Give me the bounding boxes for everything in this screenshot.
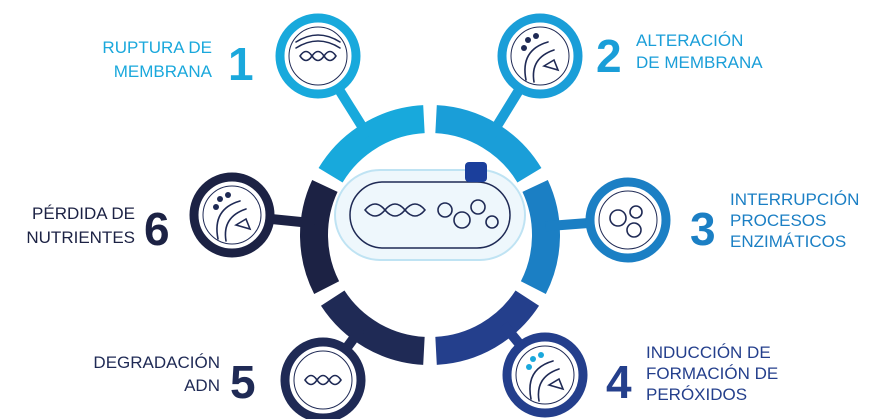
step-6: PÉRDIDA DE NUTRIENTES 6 — [26, 203, 169, 255]
step-number: 5 — [230, 356, 256, 408]
dot — [217, 196, 223, 202]
membrane — [295, 34, 341, 49]
label: MEMBRANA — [114, 62, 213, 81]
step-3: 3 INTERRUPCIÓN PROCESOS ENZIMÁTICOS — [690, 190, 859, 255]
dna — [304, 374, 342, 386]
nodes — [189, 13, 671, 419]
label: DE MEMBRANA — [636, 53, 763, 72]
ring-segment — [520, 180, 560, 295]
dna — [299, 50, 337, 62]
dot — [538, 352, 544, 358]
node-inner — [598, 190, 658, 250]
label: PROCESOS — [730, 211, 826, 230]
step-number: 2 — [596, 30, 622, 82]
label: INDUCCIÓN DE — [646, 343, 771, 362]
vesicle — [626, 222, 642, 238]
label: FORMACIÓN DE — [646, 364, 778, 383]
fragment — [542, 58, 560, 72]
label: INTERRUPCIÓN — [730, 190, 859, 209]
node-inner — [515, 345, 575, 405]
icon — [609, 205, 643, 238]
vesicle — [453, 211, 471, 229]
dot — [525, 37, 531, 43]
icon — [213, 192, 252, 242]
dot — [213, 204, 219, 210]
vesicle — [629, 205, 643, 219]
vesicle — [485, 215, 499, 229]
dot — [225, 192, 231, 198]
dot — [526, 364, 532, 370]
label: RUPTURA DE — [102, 38, 212, 57]
label: PÉRDIDA DE — [32, 204, 135, 223]
ring-segment — [318, 105, 426, 183]
ring-segment — [434, 105, 542, 183]
label: ALTERACIÓN — [636, 31, 743, 50]
dna — [364, 203, 426, 217]
node-inner — [288, 26, 348, 86]
dot — [530, 356, 536, 362]
node-inner — [510, 26, 570, 86]
vesicle — [470, 199, 486, 215]
membrane — [524, 41, 555, 83]
membrane — [529, 360, 560, 402]
ring-segment — [320, 290, 426, 365]
node-inner — [293, 350, 353, 410]
dot — [521, 45, 527, 51]
fragment — [234, 217, 252, 231]
icon — [304, 374, 342, 386]
step-1: RUPTURA DE MEMBRANA 1 — [102, 38, 253, 90]
label: DEGRADACIÓN — [93, 353, 220, 372]
capsule-inner — [349, 181, 511, 249]
label: PERÓXIDOS — [646, 385, 747, 404]
label: NUTRIENTES — [26, 228, 135, 247]
vesicle — [609, 209, 627, 227]
capsule-outer — [334, 169, 526, 261]
vesicle — [437, 202, 453, 218]
label: ENZIMÁTICOS — [730, 232, 846, 251]
logo — [465, 162, 487, 182]
ring-segment — [434, 290, 540, 365]
dot — [533, 33, 539, 39]
icon — [526, 352, 565, 402]
label: ADN — [184, 376, 220, 395]
fragment — [547, 377, 565, 391]
step-number: 4 — [606, 356, 632, 408]
step-2: 2 ALTERACIÓN DE MEMBRANA — [596, 30, 763, 82]
node-inner — [202, 185, 262, 245]
step-number: 3 — [690, 203, 716, 255]
step-5: DEGRADACIÓN ADN 5 — [93, 353, 255, 408]
bacterium — [334, 162, 526, 261]
icon — [295, 34, 341, 62]
ring-segment — [300, 180, 340, 295]
step-number: 6 — [144, 203, 170, 255]
ring — [300, 105, 560, 365]
step-number: 1 — [228, 38, 254, 90]
icon — [521, 33, 560, 83]
membrane — [216, 200, 247, 242]
step-4: 4 INDUCCIÓN DE FORMACIÓN DE PERÓXIDOS — [606, 343, 778, 408]
